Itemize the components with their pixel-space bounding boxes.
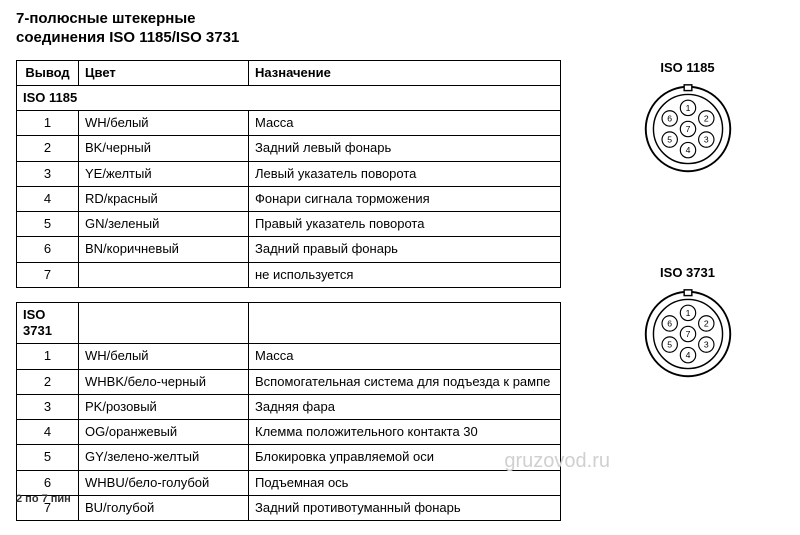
cell-func: Фонари сигнала торможения bbox=[249, 186, 561, 211]
table-iso-1185: Вывод Цвет Назначение ISO 1185 1WH/белый… bbox=[16, 60, 561, 288]
cell-func: Левый указатель поворота bbox=[249, 161, 561, 186]
cell-pin: 2 bbox=[17, 136, 79, 161]
svg-text:1: 1 bbox=[685, 307, 690, 317]
svg-text:7: 7 bbox=[685, 329, 690, 339]
cell-color: WHBK/бело-черный bbox=[79, 369, 249, 394]
connector-diagram-icon: 1 2 3 4 5 6 7 bbox=[640, 286, 736, 382]
table-row: 3PK/розовыйЗадняя фара bbox=[17, 394, 561, 419]
cell-pin: 3 bbox=[17, 161, 79, 186]
cell-func: Клемма положительного контакта 30 bbox=[249, 420, 561, 445]
cell-func: Подъемная ось bbox=[249, 470, 561, 495]
cell-color: WHBU/бело-голубой bbox=[79, 470, 249, 495]
cell-func: Задний левый фонарь bbox=[249, 136, 561, 161]
cell-color: WH/белый bbox=[79, 344, 249, 369]
cell-pin: 5 bbox=[17, 212, 79, 237]
cell-color: OG/оранжевый bbox=[79, 420, 249, 445]
cell-color: WH/белый bbox=[79, 111, 249, 136]
cell-color: RD/красный bbox=[79, 186, 249, 211]
cell-func: Задний противотуманный фонарь bbox=[249, 495, 561, 520]
connector-iso-3731: ISO 3731 1 2 3 4 5 6 7 bbox=[640, 265, 736, 382]
cell-pin: 1 bbox=[17, 111, 79, 136]
table-row: 2WHBK/бело-черныйВспомогательная система… bbox=[17, 369, 561, 394]
tables-column: Вывод Цвет Назначение ISO 1185 1WH/белый… bbox=[16, 60, 561, 535]
svg-text:4: 4 bbox=[685, 145, 690, 155]
footer-note: 2 по 7 пин bbox=[16, 493, 71, 505]
section-label: ISO 3731 bbox=[17, 302, 79, 344]
cell-func: Блокировка управляемой оси bbox=[249, 445, 561, 470]
cell-color: GY/зелено-желтый bbox=[79, 445, 249, 470]
header-pin: Вывод bbox=[17, 60, 79, 85]
svg-text:6: 6 bbox=[667, 113, 672, 123]
svg-text:2: 2 bbox=[703, 113, 708, 123]
diagram-label: ISO 3731 bbox=[660, 265, 715, 280]
cell-pin: 3 bbox=[17, 394, 79, 419]
svg-text:5: 5 bbox=[667, 134, 672, 144]
svg-text:3: 3 bbox=[703, 339, 708, 349]
svg-text:1: 1 bbox=[685, 102, 690, 112]
table-iso-3731: ISO 3731 1WH/белыйМасса 2WHBK/бело-черны… bbox=[16, 302, 561, 521]
cell-func: Вспомогательная система для подъезда к р… bbox=[249, 369, 561, 394]
title-line-2: соединения ISO 1185/ISO 3731 bbox=[16, 29, 784, 48]
cell-func: Масса bbox=[249, 344, 561, 369]
cell-color: BN/коричневый bbox=[79, 237, 249, 262]
table-row: 7BU/голубойЗадний противотуманный фонарь bbox=[17, 495, 561, 520]
cell-pin: 6 bbox=[17, 237, 79, 262]
cell-pin: 5 bbox=[17, 445, 79, 470]
section-row: ISO 3731 bbox=[17, 302, 561, 344]
cell-func: Правый указатель поворота bbox=[249, 212, 561, 237]
diagram-label: ISO 1185 bbox=[660, 60, 714, 75]
cell-color bbox=[79, 262, 249, 287]
table-row: 7 не используется bbox=[17, 262, 561, 287]
table-row: 6BN/коричневыйЗадний правый фонарь bbox=[17, 237, 561, 262]
section-label: ISO 1185 bbox=[17, 85, 561, 110]
cell-color: YE/желтый bbox=[79, 161, 249, 186]
table-row: 1WH/белыйМасса bbox=[17, 111, 561, 136]
svg-text:6: 6 bbox=[667, 318, 672, 328]
svg-text:2: 2 bbox=[703, 318, 708, 328]
diagrams-column: ISO 1185 1 2 3 4 5 6 7 ISO 3731 1 2 3 4 5 6 7 bbox=[591, 60, 784, 535]
section-row: ISO 1185 bbox=[17, 85, 561, 110]
svg-text:7: 7 bbox=[685, 124, 690, 134]
title-line-1: 7-полюсные штекерные bbox=[16, 10, 784, 29]
cell-pin: 7 bbox=[17, 262, 79, 287]
cell-pin: 1 bbox=[17, 344, 79, 369]
table-row: 5GN/зеленыйПравый указатель поворота bbox=[17, 212, 561, 237]
table-row: 4RD/красныйФонари сигнала торможения bbox=[17, 186, 561, 211]
svg-text:4: 4 bbox=[685, 350, 690, 360]
table-header-row: Вывод Цвет Назначение bbox=[17, 60, 561, 85]
table-row: 4OG/оранжевыйКлемма положительного конта… bbox=[17, 420, 561, 445]
table-row: 5GY/зелено-желтыйБлокировка управляемой … bbox=[17, 445, 561, 470]
cell-pin: 2 bbox=[17, 369, 79, 394]
cell-func: Задняя фара bbox=[249, 394, 561, 419]
table-row: 2BK/черныйЗадний левый фонарь bbox=[17, 136, 561, 161]
connector-diagram-icon: 1 2 3 4 5 6 7 bbox=[640, 81, 736, 177]
svg-text:5: 5 bbox=[667, 339, 672, 349]
cell-color: BU/голубой bbox=[79, 495, 249, 520]
main-layout: Вывод Цвет Назначение ISO 1185 1WH/белый… bbox=[16, 60, 784, 535]
cell-empty bbox=[79, 302, 249, 344]
cell-func: Задний правый фонарь bbox=[249, 237, 561, 262]
cell-color: PK/розовый bbox=[79, 394, 249, 419]
cell-color: GN/зеленый bbox=[79, 212, 249, 237]
page-title: 7-полюсные штекерные соединения ISO 1185… bbox=[16, 10, 784, 48]
table-row: 1WH/белыйМасса bbox=[17, 344, 561, 369]
table-row: 3YE/желтыйЛевый указатель поворота bbox=[17, 161, 561, 186]
connector-iso-1185: ISO 1185 1 2 3 4 5 6 7 bbox=[640, 60, 736, 177]
cell-color: BK/черный bbox=[79, 136, 249, 161]
cell-func: Масса bbox=[249, 111, 561, 136]
header-color: Цвет bbox=[79, 60, 249, 85]
cell-pin: 4 bbox=[17, 420, 79, 445]
svg-text:3: 3 bbox=[703, 134, 708, 144]
cell-func: не используется bbox=[249, 262, 561, 287]
header-func: Назначение bbox=[249, 60, 561, 85]
cell-pin: 6 bbox=[17, 470, 79, 495]
cell-empty bbox=[249, 302, 561, 344]
table-row: 6WHBU/бело-голубойПодъемная ось bbox=[17, 470, 561, 495]
cell-pin: 4 bbox=[17, 186, 79, 211]
